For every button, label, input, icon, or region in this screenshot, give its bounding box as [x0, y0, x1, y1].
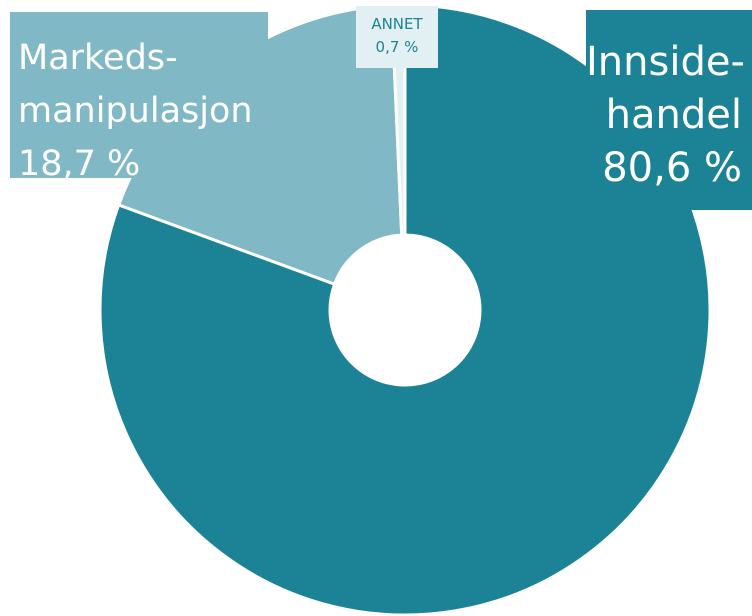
slice-innsidehandel	[98, 3, 712, 616]
data-label-annet: ANNET 0,7 %	[356, 6, 438, 68]
label-innsidehandel-value: 80,6 %	[602, 145, 742, 191]
data-label-innsidehandel: Innside- handel 80,6 %	[586, 10, 752, 210]
label-innsidehandel-line-1: Innside-	[586, 39, 745, 85]
label-markedsmanipulasjon-line-2: manipulasjon	[18, 91, 253, 131]
label-annet-line-1: ANNET	[371, 15, 423, 33]
label-annet-value: 0,7 %	[375, 38, 419, 56]
data-label-markedsmanipulasjon: Markeds- manipulasjon 18,7 %	[10, 12, 268, 184]
label-markedsmanipulasjon-line-1: Markeds-	[18, 38, 178, 78]
label-innsidehandel-line-2: handel	[605, 92, 742, 138]
label-markedsmanipulasjon-value: 18,7 %	[18, 144, 141, 184]
